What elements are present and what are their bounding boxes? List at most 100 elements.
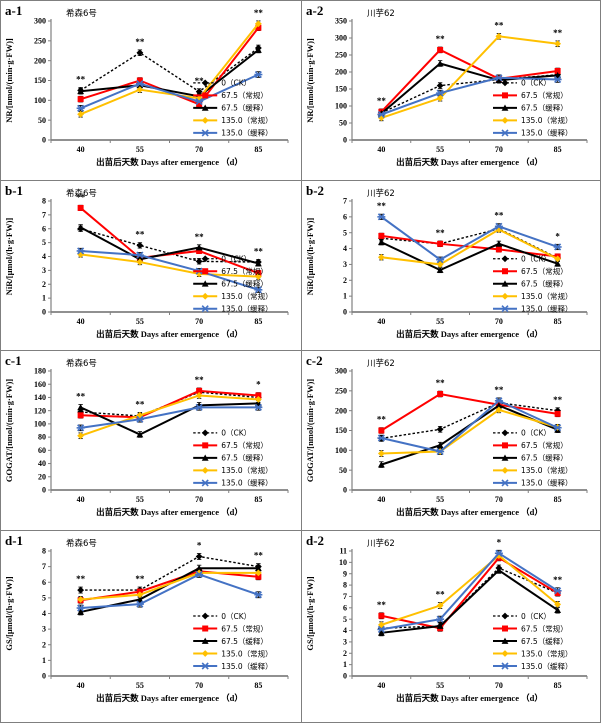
significance-mark: ** xyxy=(135,574,145,584)
panel-id-label: b-2 xyxy=(306,183,324,198)
marker-x xyxy=(254,591,263,599)
y-tick-label: 0 xyxy=(42,308,46,317)
marker-triangle xyxy=(501,280,509,287)
y-tick-label: 2 xyxy=(343,649,347,658)
y-tick-label: 0 xyxy=(343,672,347,681)
significance-mark: ** xyxy=(553,28,563,38)
marker-x xyxy=(377,213,386,221)
legend-item-label: 135.0（缓释） xyxy=(221,661,272,671)
y-tick-label: 120 xyxy=(34,406,46,415)
marker-triangle xyxy=(501,454,509,461)
series-x-d-2 xyxy=(377,549,562,633)
marker-diamond xyxy=(77,110,85,118)
legend-item-label: 135.0（常规） xyxy=(221,648,272,658)
y-tick-label: 5 xyxy=(343,615,347,624)
legend-item: 135.0（常规） xyxy=(193,115,273,125)
marker-square xyxy=(255,573,262,580)
chart-a-2: 0 50 100 150 200 250 300 350 40 55 70 85 出苗后天数 Days … xyxy=(302,1,600,180)
variety-label: 川芋62 xyxy=(367,9,395,19)
significance-mark: ** xyxy=(135,37,145,47)
marker-triangle xyxy=(201,454,209,461)
x-tick-label: 70 xyxy=(195,495,203,504)
series-x-c-1 xyxy=(76,403,263,432)
marker-diamond xyxy=(554,255,562,263)
marker-square xyxy=(502,625,508,632)
legend-c-2: 0（CK） 67.5（常规） 67.5（缓释） 135.0（常规） 135.0（缓释） xyxy=(493,429,572,488)
panel-d-2: 0 1 2 3 4 5 6 7 8 9 10 11 40 55 70 85 出苗后天数 Days after e… xyxy=(302,531,600,722)
significance-mark: ** xyxy=(494,211,504,221)
y-axis-label: GS/[μmol/(h·g·FW)] xyxy=(305,576,315,650)
series-diamond-d-1 xyxy=(77,569,262,603)
marker-diamond xyxy=(77,596,85,603)
marker-diamond xyxy=(501,292,509,300)
significance-mark: ** xyxy=(76,75,86,85)
marker-diamond xyxy=(436,425,444,433)
y-tick-label: 300 xyxy=(335,34,347,43)
marker-triangle xyxy=(195,244,203,251)
marker-diamond xyxy=(377,450,385,457)
marker-diamond xyxy=(254,396,262,403)
series-diamond-a-1 xyxy=(77,20,262,118)
marker-x xyxy=(201,305,210,313)
x-tick-label: 55 xyxy=(136,145,144,154)
marker-diamond xyxy=(501,116,509,124)
series-line xyxy=(80,394,259,437)
legend-item: 135.0（缓释） xyxy=(193,661,273,671)
marker-x xyxy=(494,549,503,557)
y-tick-label: 11 xyxy=(339,547,347,556)
y-tick-label: 7 xyxy=(42,210,46,219)
panel-b-2: 0 1 2 3 4 5 6 7 40 55 70 85 出苗后天数 Days after emergen… xyxy=(302,181,600,350)
x-axis-label: 出苗后天数 Days after emergence （d） xyxy=(396,693,543,703)
legend-c-1: 0（CK） 67.5（常规） 67.5（缓释） 135.0（常规） 135.0（缓释） xyxy=(193,429,273,488)
legend-item-label: 135.0（常规） xyxy=(521,291,572,301)
y-tick-label: 250 xyxy=(335,386,347,395)
y-tick-label: 7 xyxy=(343,592,347,601)
legend-item-label: 135.0（缓释） xyxy=(521,478,572,488)
y-tick-label: 3 xyxy=(42,625,46,634)
legend-item-label: 0（CK） xyxy=(521,612,551,621)
x-tick-label: 55 xyxy=(136,681,144,690)
x-tick-label: 70 xyxy=(495,495,503,504)
marker-x xyxy=(201,129,210,137)
legend-item: 135.0（缓释） xyxy=(493,661,572,671)
marker-square xyxy=(255,270,262,277)
legend-item: 135.0（常规） xyxy=(493,115,572,125)
marker-triangle xyxy=(436,266,444,273)
x-tick-label: 40 xyxy=(77,681,85,690)
x-tick-label: 85 xyxy=(554,495,562,504)
legend-item: 135.0（常规） xyxy=(493,465,572,475)
series-line xyxy=(381,228,559,266)
marker-square xyxy=(196,387,203,394)
series-line xyxy=(80,73,259,110)
y-tick-label: 300 xyxy=(34,17,46,26)
y-tick-label: 20 xyxy=(38,472,46,481)
y-tick-label: 100 xyxy=(34,96,46,105)
y-tick-label: 2 xyxy=(42,280,46,289)
marker-diamond xyxy=(254,273,262,281)
legend-d-1: 0（CK） 67.5（常规） 67.5（缓释） 135.0（常规） 135.0（缓释） xyxy=(193,612,273,671)
marker-x xyxy=(135,80,144,88)
legend-b-1: 0（CK） 67.5（常规） 67.5（缓释） 135.0（常规） 135.0（缓释） xyxy=(193,255,273,314)
marker-diamond xyxy=(77,432,85,440)
series-line xyxy=(380,392,558,432)
marker-diamond xyxy=(501,255,509,263)
marker-diamond xyxy=(254,569,262,577)
marker-triangle xyxy=(501,637,509,644)
marker-square xyxy=(202,268,209,275)
significance-mark: ** xyxy=(254,551,264,561)
marker-square xyxy=(378,427,385,434)
marker-triangle xyxy=(77,223,85,231)
y-tick-label: 1 xyxy=(343,660,347,669)
variety-label: 希森6号 xyxy=(66,8,97,19)
significance-mark: ** xyxy=(436,228,446,238)
y-tick-label: 40 xyxy=(38,459,46,468)
marker-square xyxy=(202,625,209,632)
x-tick-label: 40 xyxy=(77,495,85,504)
series-line xyxy=(80,571,259,601)
x-tick-label: 40 xyxy=(377,317,385,326)
y-tick-label: 5 xyxy=(42,238,46,247)
marker-square xyxy=(136,77,143,84)
y-tick-label: 5 xyxy=(42,593,46,602)
series-line xyxy=(380,216,558,261)
